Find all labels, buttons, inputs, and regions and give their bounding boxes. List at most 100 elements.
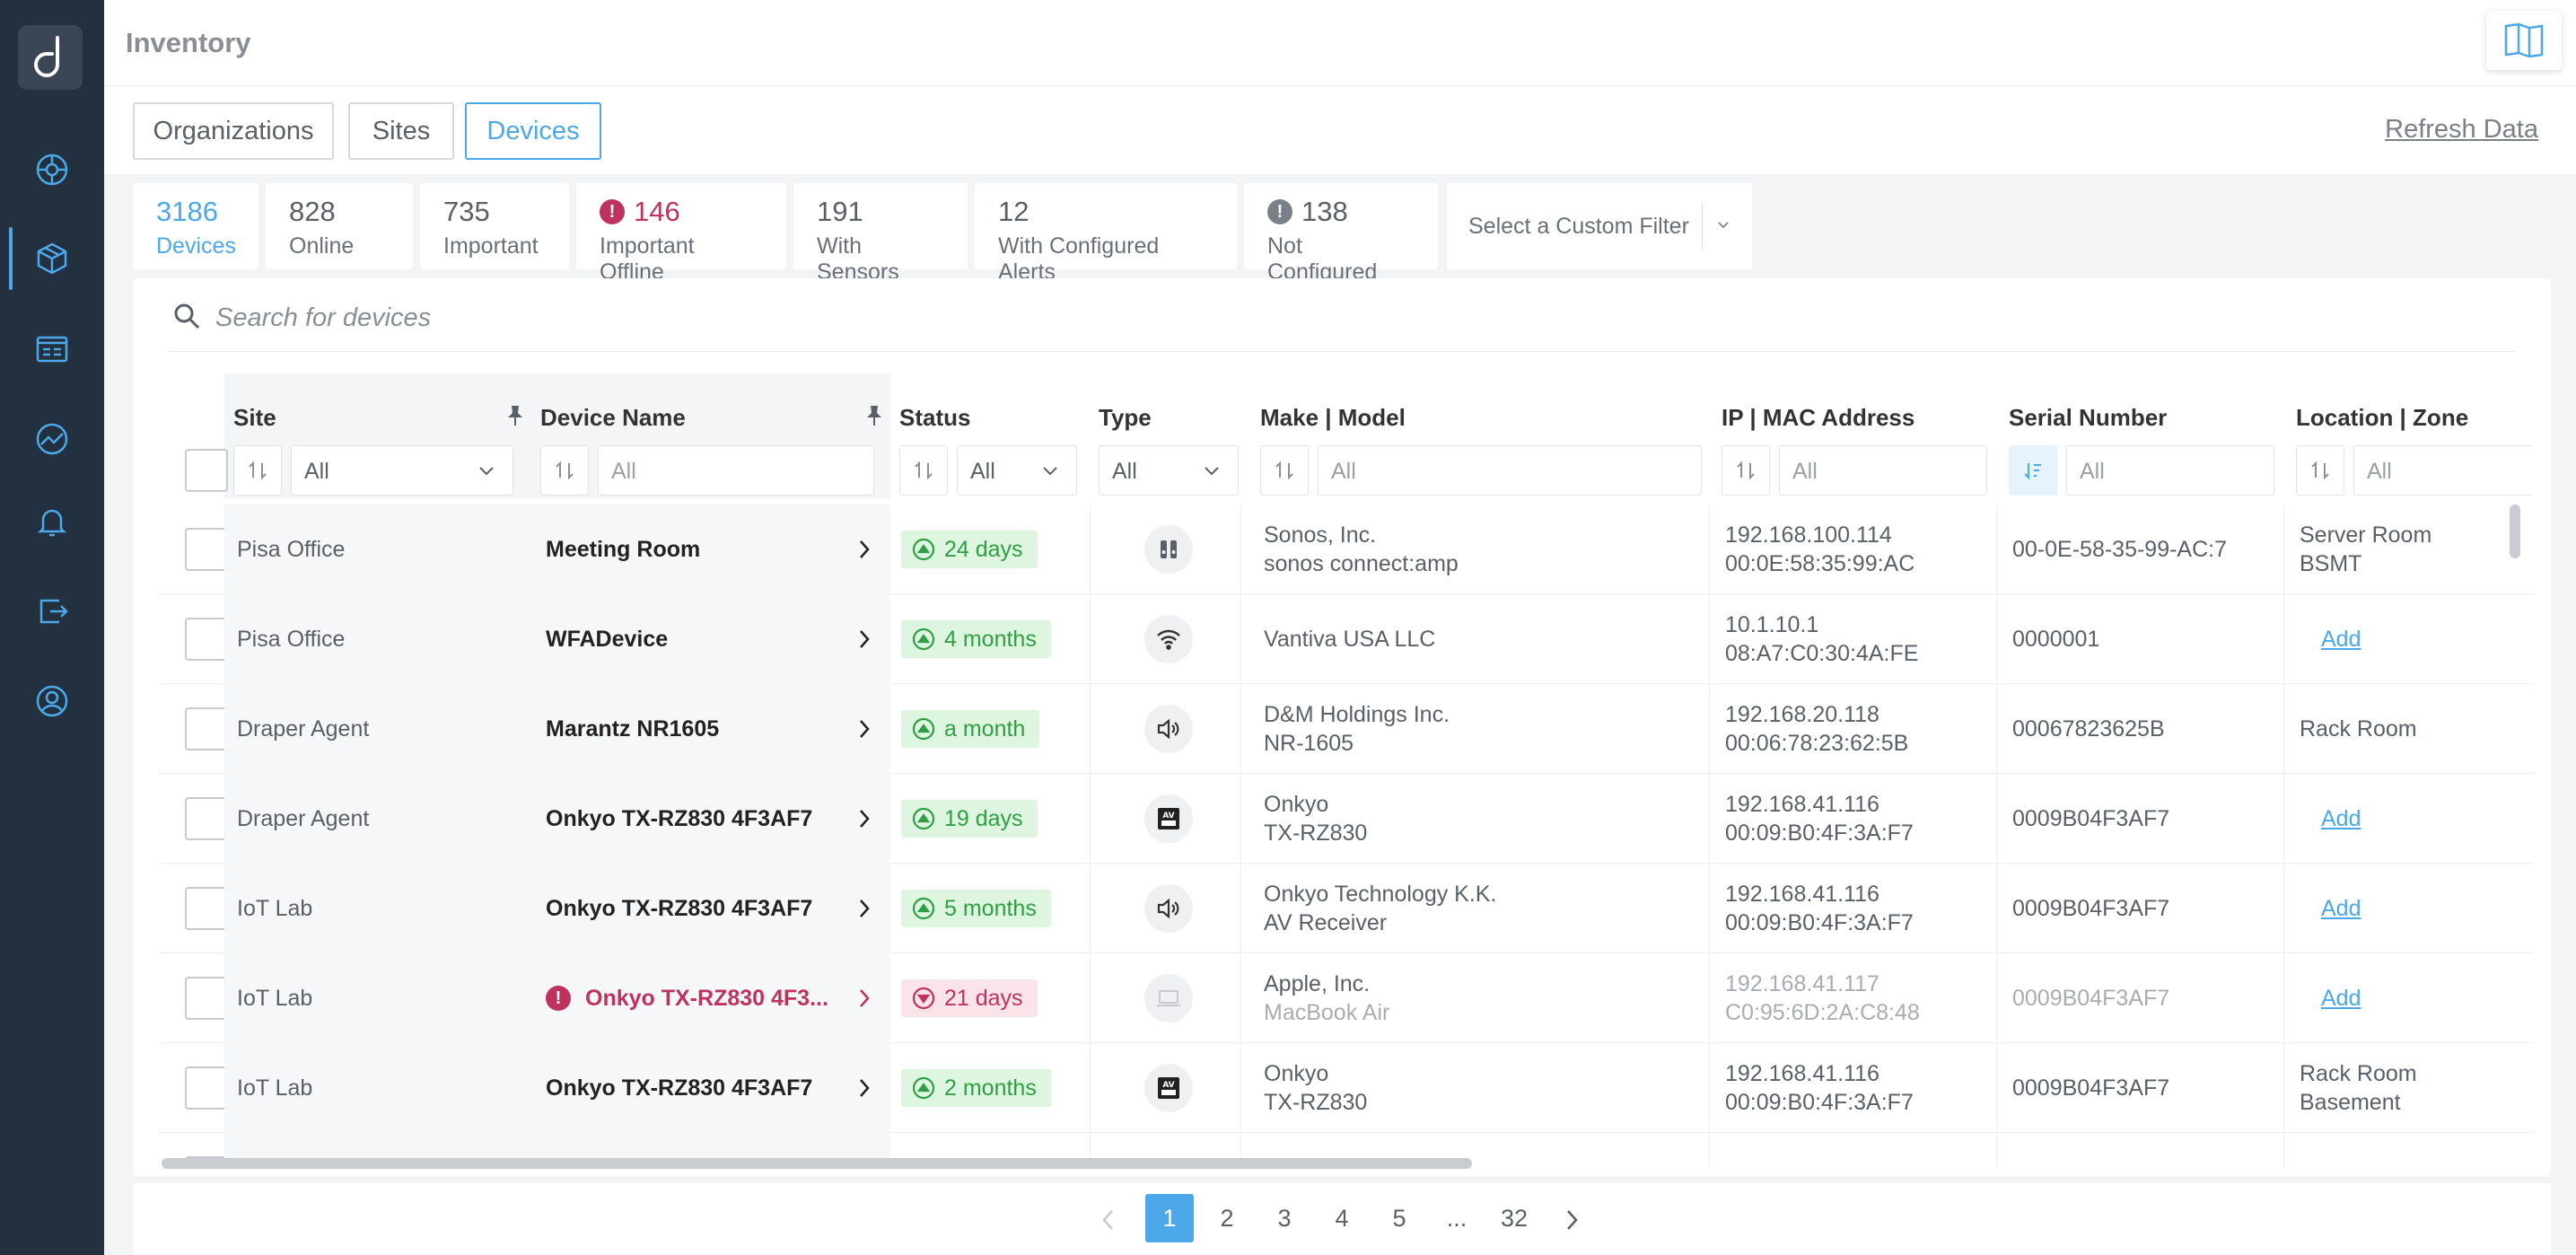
refresh-data-link[interactable]: Refresh Data bbox=[2385, 115, 2538, 144]
ip-mac-cell: 192.168.100.114 00:0E:58:35:99:AC bbox=[1725, 522, 1915, 576]
table-row[interactable]: IoT Lab Onkyo TX-RZ830 4F3AF7 5 months Onky… bbox=[160, 864, 2533, 953]
column-make-model[interactable]: Make | Model bbox=[1260, 404, 1406, 431]
stat-not-configured[interactable]: ! 138 Not Configured bbox=[1244, 183, 1438, 285]
page-3[interactable]: 3 bbox=[1277, 1204, 1292, 1232]
page-4[interactable]: 4 bbox=[1335, 1204, 1349, 1232]
add-location-link[interactable]: Add bbox=[2321, 627, 2361, 652]
chevron-right-icon[interactable] bbox=[858, 628, 871, 656]
page-2[interactable]: 2 bbox=[1220, 1204, 1234, 1232]
status-filter-select[interactable]: All bbox=[957, 445, 1077, 496]
tab-sites[interactable]: Sites bbox=[348, 102, 454, 160]
chevron-right-icon[interactable] bbox=[1564, 1208, 1580, 1232]
device-name-cell[interactable]: Onkyo TX-RZ830 4F3AF7 bbox=[531, 864, 890, 953]
make-model-filter-input[interactable]: All bbox=[1318, 445, 1702, 496]
stat-with-sensors[interactable]: 191 With Sensors bbox=[793, 183, 968, 285]
add-location-link[interactable]: Add bbox=[2321, 896, 2361, 921]
ip-mac-filter-input[interactable]: All bbox=[1779, 445, 1987, 496]
sort-location-button[interactable] bbox=[2296, 445, 2344, 496]
chevron-right-icon[interactable] bbox=[858, 539, 871, 566]
column-location-zone[interactable]: Location | Zone bbox=[2296, 404, 2469, 431]
stat-devices[interactable]: 3186 Devices bbox=[133, 183, 258, 269]
row-checkbox[interactable] bbox=[185, 618, 228, 661]
search-icon bbox=[174, 303, 200, 329]
nav-inventory[interactable] bbox=[0, 227, 104, 290]
column-device-name[interactable]: Device Name bbox=[540, 404, 686, 431]
select-all-checkbox[interactable] bbox=[185, 449, 228, 492]
table-row[interactable]: Draper Agent Marantz NR1605 a month D&M Hol… bbox=[160, 684, 2533, 774]
page-32[interactable]: 32 bbox=[1500, 1204, 1529, 1232]
sort-device-name-button[interactable] bbox=[540, 445, 589, 496]
table-row[interactable]: Draper Agent Onkyo TX-RZ830 4F3AF7 19 days… bbox=[160, 774, 2533, 864]
sort-site-button[interactable] bbox=[233, 445, 282, 496]
page-1[interactable]: 1 bbox=[1145, 1194, 1194, 1242]
nav-dashboard[interactable] bbox=[0, 318, 104, 381]
type-filter-select[interactable]: All bbox=[1099, 445, 1239, 496]
row-checkbox[interactable] bbox=[185, 1066, 228, 1110]
device-name-cell[interactable]: ! Onkyo TX-RZ830 4F3... bbox=[531, 953, 890, 1043]
device-name-cell[interactable]: Onkyo TX-RZ830 4F3AF7 bbox=[531, 1043, 890, 1133]
docs-button[interactable] bbox=[2486, 11, 2562, 70]
sort-desc-icon bbox=[2024, 463, 2041, 480]
chevron-right-icon[interactable] bbox=[858, 898, 871, 926]
stat-configured-alerts[interactable]: 12 With Configured Alerts bbox=[975, 183, 1237, 285]
nav-export[interactable] bbox=[0, 580, 104, 643]
nav-account[interactable] bbox=[0, 670, 104, 733]
device-name-cell[interactable]: Marantz NR1605 bbox=[531, 684, 890, 774]
device-name-filter-input[interactable]: All bbox=[598, 445, 874, 496]
chevron-right-icon[interactable] bbox=[858, 987, 871, 1015]
chevron-down-icon bbox=[1718, 222, 1729, 229]
search-bar[interactable]: Search for devices bbox=[169, 278, 2515, 352]
status-down-icon bbox=[912, 987, 935, 1010]
serial-filter-input[interactable]: All bbox=[2066, 445, 2274, 496]
nav-alerts[interactable] bbox=[0, 490, 104, 553]
custom-filter-select[interactable]: Select a Custom Filter bbox=[1447, 183, 1752, 269]
location-filter-input[interactable]: All bbox=[2353, 445, 2533, 496]
chevron-right-icon[interactable] bbox=[858, 1077, 871, 1105]
tab-devices[interactable]: Devices bbox=[465, 102, 601, 160]
row-checkbox[interactable] bbox=[185, 977, 228, 1020]
column-status[interactable]: Status bbox=[899, 404, 971, 431]
search-input[interactable]: Search for devices bbox=[215, 303, 432, 332]
add-location-link[interactable]: Add bbox=[2321, 806, 2361, 831]
table-row[interactable]: IoT Lab Onkyo TX-RZ830 4F3AF7 2 months AV On… bbox=[160, 1043, 2533, 1133]
chevron-right-icon[interactable] bbox=[858, 718, 871, 746]
serial-cell: 0009B04F3AF7 bbox=[2012, 805, 2170, 831]
stat-online[interactable]: 828 Online bbox=[266, 183, 413, 269]
tab-organizations[interactable]: Organizations bbox=[133, 102, 334, 160]
sort-icon bbox=[1275, 461, 1293, 480]
make-model-cell: Onkyo TX-RZ830 bbox=[1264, 792, 1368, 846]
sort-status-button[interactable] bbox=[899, 445, 948, 496]
row-checkbox[interactable] bbox=[185, 887, 228, 930]
app-logo[interactable] bbox=[18, 25, 83, 90]
vertical-scrollbar[interactable] bbox=[2510, 505, 2520, 558]
site-filter-select[interactable]: All bbox=[291, 445, 513, 496]
sort-serial-button[interactable] bbox=[2009, 445, 2057, 496]
sort-make-model-button[interactable] bbox=[1260, 445, 1309, 496]
table-row[interactable]: IoT Lab! Onkyo TX-RZ830 4F3... 21 days Appl… bbox=[160, 953, 2533, 1043]
row-checkbox[interactable] bbox=[185, 797, 228, 840]
column-site[interactable]: Site bbox=[233, 404, 276, 431]
table-row[interactable]: Pisa Office WFADevice 4 months Vantiva USA … bbox=[160, 594, 2533, 684]
chevron-left-icon[interactable] bbox=[1100, 1208, 1117, 1232]
sort-ip-mac-button[interactable] bbox=[1722, 445, 1770, 496]
table-row[interactable]: Pisa Office Meeting Room 24 days Sonos, Inc… bbox=[160, 505, 2533, 594]
column-serial-number[interactable]: Serial Number bbox=[2009, 404, 2168, 431]
stat-important[interactable]: 735 Important bbox=[420, 183, 569, 269]
pin-icon[interactable] bbox=[504, 404, 526, 427]
row-checkbox[interactable] bbox=[185, 707, 228, 750]
horizontal-scrollbar[interactable] bbox=[162, 1158, 1472, 1169]
device-name-cell[interactable]: Onkyo TX-RZ830 4F3AF7 bbox=[531, 774, 890, 864]
device-name-cell[interactable]: WFADevice bbox=[531, 594, 890, 684]
page-5[interactable]: 5 bbox=[1392, 1204, 1406, 1232]
nav-network[interactable] bbox=[0, 138, 104, 201]
stat-important-offline[interactable]: ! 146 Important Offline bbox=[576, 183, 786, 285]
chevron-right-icon[interactable] bbox=[858, 808, 871, 836]
row-checkbox[interactable] bbox=[185, 528, 228, 571]
sort-icon bbox=[556, 461, 574, 480]
column-ip-mac[interactable]: IP | MAC Address bbox=[1722, 404, 1915, 431]
nav-analytics[interactable] bbox=[0, 408, 104, 470]
add-location-link[interactable]: Add bbox=[2321, 986, 2361, 1011]
pin-icon[interactable] bbox=[863, 404, 885, 427]
device-name-cell[interactable]: Meeting Room bbox=[531, 505, 890, 594]
column-type[interactable]: Type bbox=[1099, 404, 1152, 431]
